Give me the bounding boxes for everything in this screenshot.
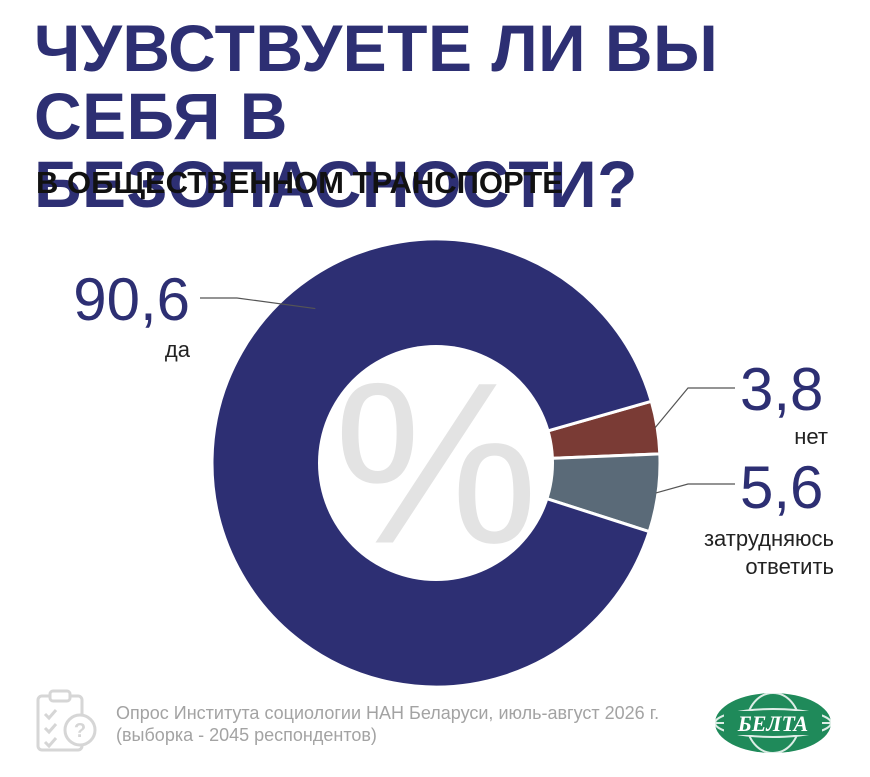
leader-line-1 [654, 387, 735, 429]
donut-hole [318, 345, 554, 581]
category-label-0: да [165, 337, 191, 362]
leader-line-2 [655, 483, 735, 494]
title-line-2: СЕБЯ В БЕЗОПАСНОСТИ? [34, 79, 638, 221]
source-line-1: Опрос Института социологии НАН Беларуси,… [116, 703, 660, 723]
value-label-1: 3,8 [740, 356, 823, 423]
value-label-0: 90,6 [73, 266, 190, 333]
title-line-1: ЧУВСТВУЕТЕ ЛИ ВЫ [34, 11, 719, 85]
percent-icon: % [334, 335, 539, 592]
footer: ? Опрос Института социологии НАН Беларус… [32, 688, 870, 758]
category-label-1: нет [794, 424, 828, 449]
logo-text: БЕЛТА [737, 711, 808, 736]
category-label-2-0: затрудняюсь [704, 526, 834, 551]
belta-logo: БЕЛТА [714, 692, 832, 754]
source-line-2: (выборка - 2045 респондентов) [116, 725, 377, 745]
leader-line-0 [200, 297, 316, 310]
category-label-2-1: ответить [745, 554, 834, 579]
page-title: ЧУВСТВУЕТЕ ЛИ ВЫ СЕБЯ В БЕЗОПАСНОСТИ? [34, 14, 870, 218]
source-note: Опрос Института социологии НАН Беларуси,… [116, 702, 659, 746]
value-label-2: 5,6 [740, 454, 823, 521]
page-subtitle: В ОБЩЕСТВЕННОМ ТРАНСПОРТЕ [36, 165, 563, 200]
clipboard-question-icon: ? [36, 689, 97, 752]
svg-text:?: ? [74, 720, 86, 742]
